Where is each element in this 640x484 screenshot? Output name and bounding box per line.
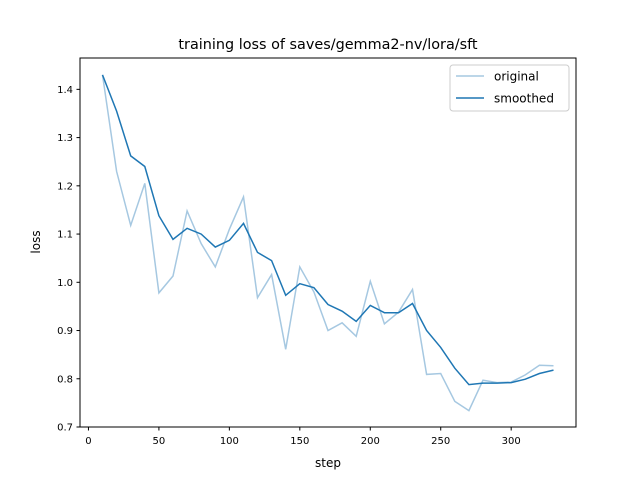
- y-tick-label: 0.8: [57, 374, 73, 385]
- y-tick-label: 1.4: [57, 85, 73, 96]
- x-tick-label: 200: [361, 436, 380, 447]
- y-tick-label: 1.2: [57, 181, 73, 192]
- y-tick-label: 0.7: [57, 423, 73, 434]
- series-line-smoothed: [101, 74, 554, 386]
- x-tick-label: 100: [220, 436, 239, 447]
- x-tick-label: 0: [85, 436, 91, 447]
- x-tick-label: 50: [153, 436, 166, 447]
- x-tick-label: 150: [290, 436, 309, 447]
- chart-title: training loss of saves/gemma2-nv/lora/sf…: [178, 37, 478, 53]
- x-tick-label: 250: [431, 436, 450, 447]
- legend: original smoothed: [449, 64, 570, 112]
- legend-label-original: original: [494, 70, 539, 84]
- plot-frame: [79, 57, 577, 428]
- y-tick-label: 1.1: [57, 230, 73, 241]
- series-line-original: [101, 74, 554, 412]
- x-tick-label: 300: [502, 436, 521, 447]
- legend-label-smoothed: smoothed: [494, 92, 554, 106]
- y-tick-label: 1.0: [57, 278, 73, 289]
- y-axis-label: loss: [29, 230, 43, 253]
- y-tick-label: 0.9: [57, 326, 73, 337]
- x-axis-label: step: [315, 456, 341, 470]
- y-tick-label: 1.3: [57, 133, 73, 144]
